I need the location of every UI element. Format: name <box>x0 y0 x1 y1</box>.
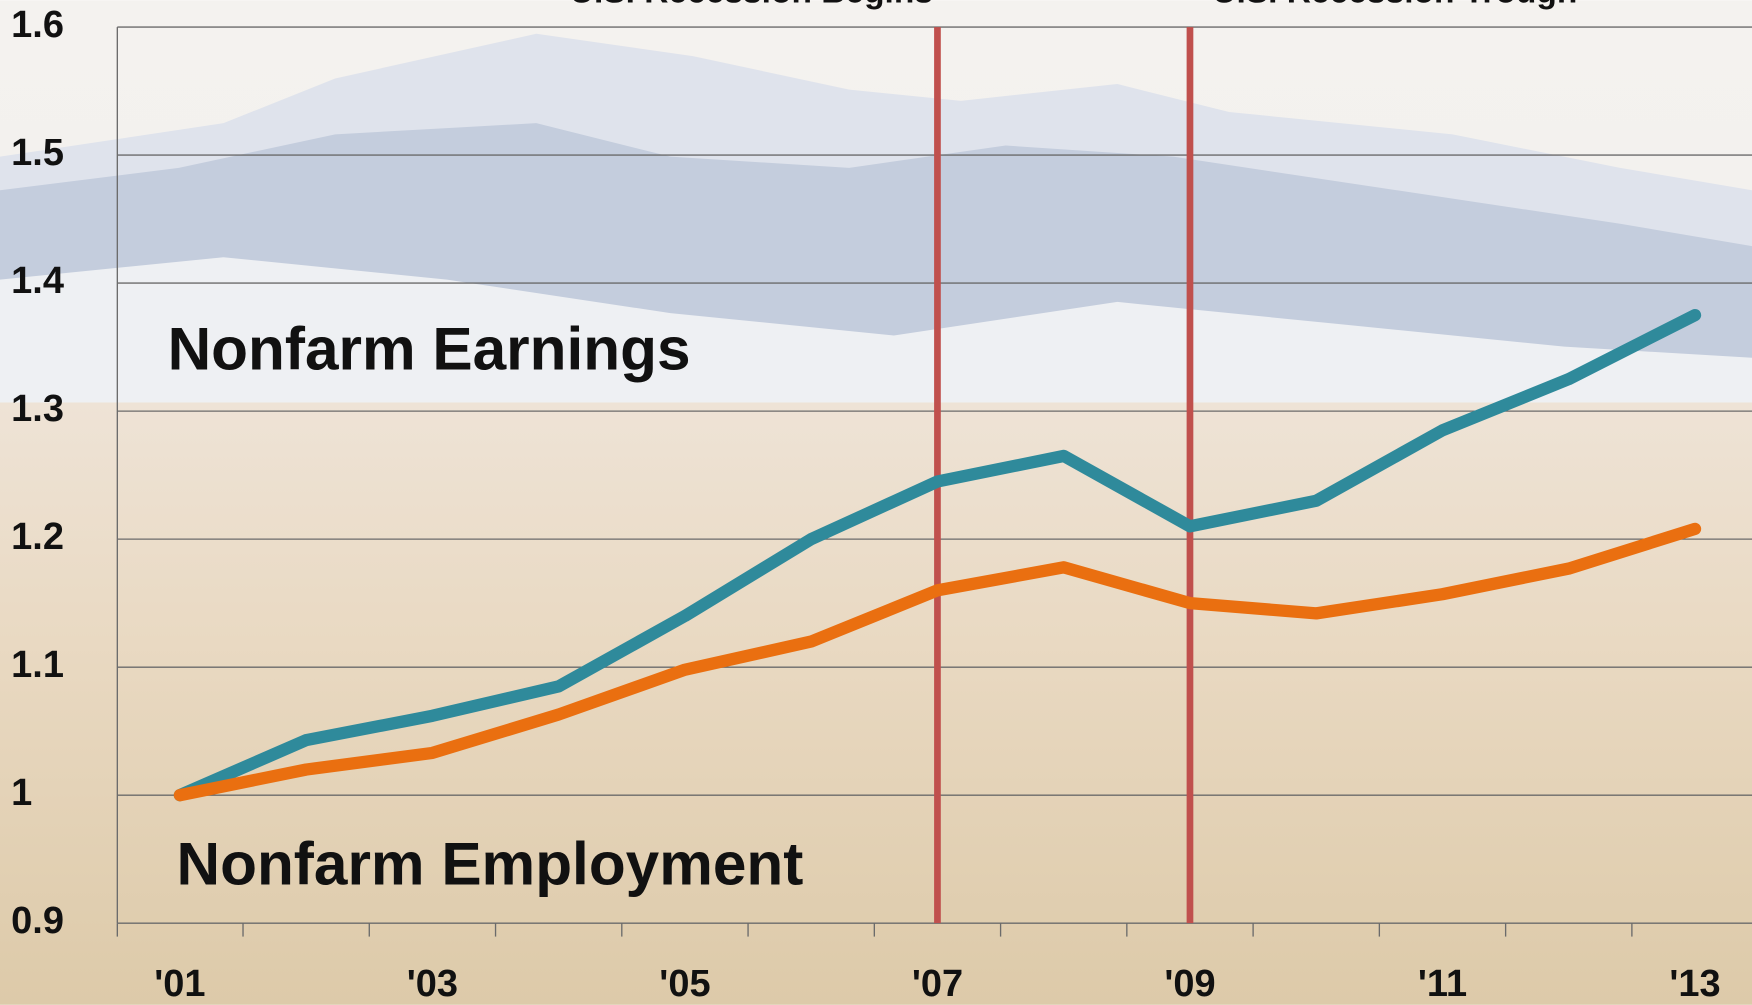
x-tick-label: '13 <box>1669 963 1720 1005</box>
series-line <box>173 522 1702 802</box>
legend-label: Nonfarm Employment <box>177 829 804 897</box>
x-tick-label: '03 <box>407 963 458 1005</box>
y-tick-label: 1.6 <box>11 4 64 46</box>
x-tick-label: '07 <box>912 963 963 1005</box>
y-tick-label: 1.2 <box>11 516 64 558</box>
legend-label: Nonfarm Earnings <box>168 314 691 382</box>
x-tick-label: '01 <box>154 963 205 1005</box>
annotation-label: U.S. Recession Trough <box>1212 0 1577 10</box>
series-line <box>173 308 1702 802</box>
y-tick-label: 0.9 <box>11 900 64 942</box>
y-tick-label: 1 <box>11 772 32 814</box>
x-tick-label: '09 <box>1164 963 1215 1005</box>
y-tick-label: 1.1 <box>11 644 64 686</box>
x-tick-label: '11 <box>1418 963 1467 1005</box>
annotation-label: U.S. Recession Begins <box>570 0 933 10</box>
y-tick-label: 1.4 <box>11 260 64 302</box>
y-tick-label: 1.3 <box>11 388 64 430</box>
y-tick-label: 1.5 <box>11 132 64 174</box>
x-tick-label: '05 <box>659 963 710 1005</box>
